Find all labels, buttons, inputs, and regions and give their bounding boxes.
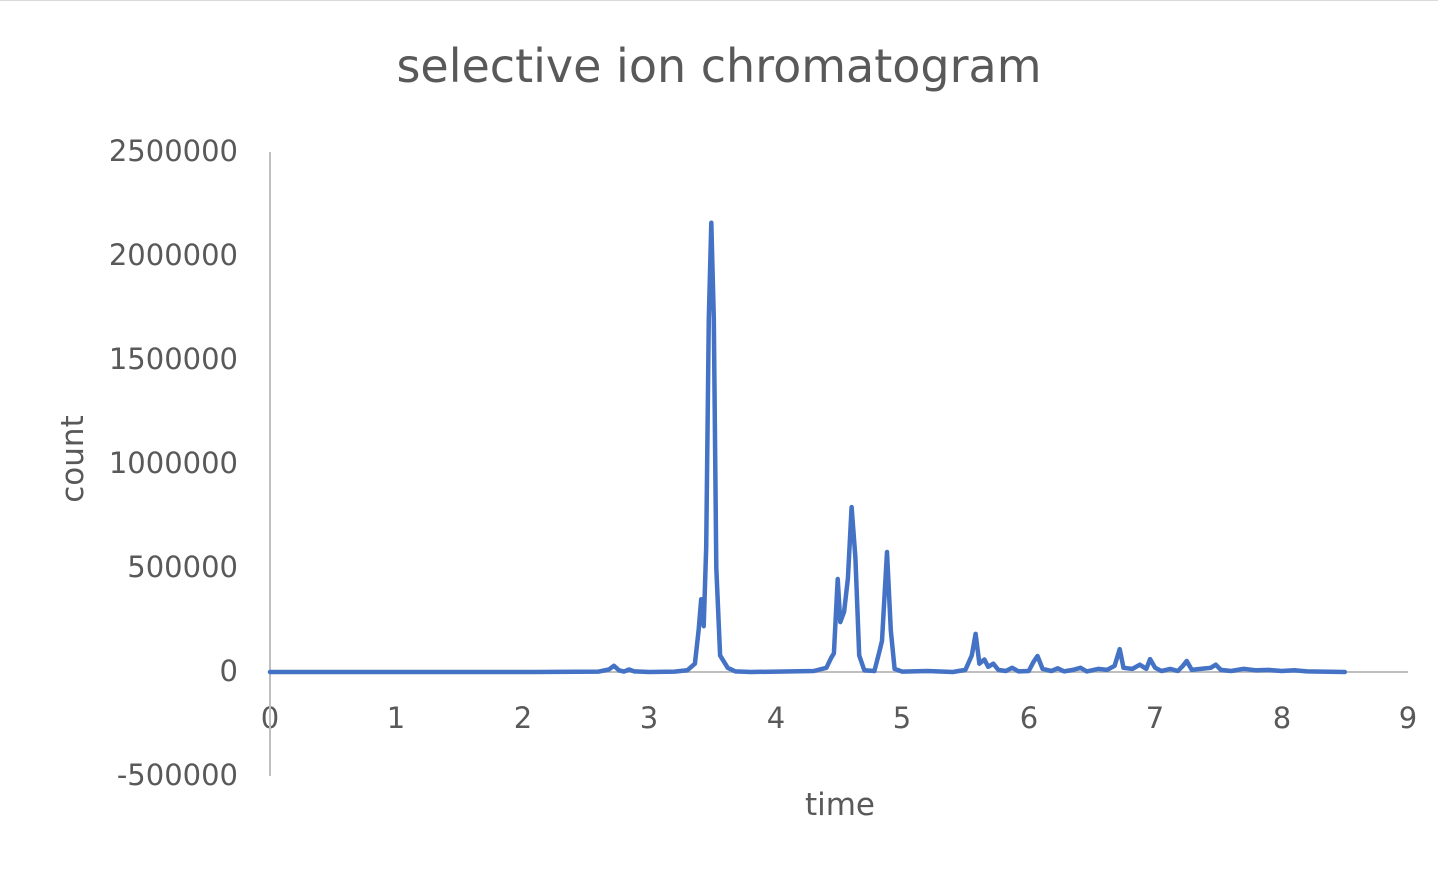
- y-tick-label: 1000000: [108, 446, 238, 480]
- x-tick-label: 9: [1398, 701, 1418, 735]
- x-axis-label: time: [804, 787, 876, 823]
- x-tick-label: 5: [892, 701, 912, 735]
- x-tick-label: 7: [1145, 701, 1165, 735]
- x-tick-label: 8: [1272, 701, 1292, 735]
- y-tick-label: 0: [219, 654, 238, 688]
- y-tick-label: 1500000: [108, 342, 238, 376]
- y-tick-label: 2000000: [108, 238, 238, 272]
- x-tick-label: 4: [766, 701, 786, 735]
- y-tick-label: -500000: [116, 758, 238, 792]
- x-tick-label: 1: [386, 701, 406, 735]
- x-tick-label: 2: [513, 701, 533, 735]
- chart-title: selective ion chromatogram: [396, 39, 1042, 93]
- x-tick-label: 3: [639, 701, 659, 735]
- y-tick-label: 500000: [127, 550, 238, 584]
- chromatogram-line: [267, 220, 1348, 675]
- y-tick-label: 2500000: [108, 134, 238, 168]
- x-tick-label: 6: [1019, 701, 1039, 735]
